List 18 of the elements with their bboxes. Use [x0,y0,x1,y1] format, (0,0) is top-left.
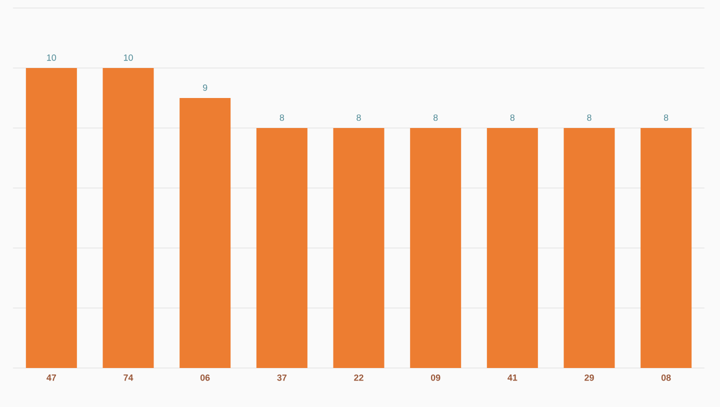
data-label: 8 [433,114,438,121]
x-tick-label: 08 [661,374,671,381]
x-tick-label: 06 [200,374,210,381]
data-label: 8 [510,114,515,121]
data-label: 8 [664,114,668,121]
x-tick-label: 47 [46,374,56,381]
x-tick-label: 29 [584,374,594,381]
x-tick-label: 41 [508,374,518,381]
data-label: 10 [124,54,133,61]
x-tick-label: 09 [430,374,440,381]
data-label: 8 [587,114,592,121]
data-label: 8 [356,114,361,121]
x-tick-label: 22 [354,374,364,381]
data-label: 8 [280,114,284,121]
x-tick-label: 74 [124,374,134,381]
data-label: 10 [47,54,56,61]
x-tick-label: 37 [277,374,287,381]
data-label: 9 [203,84,208,91]
